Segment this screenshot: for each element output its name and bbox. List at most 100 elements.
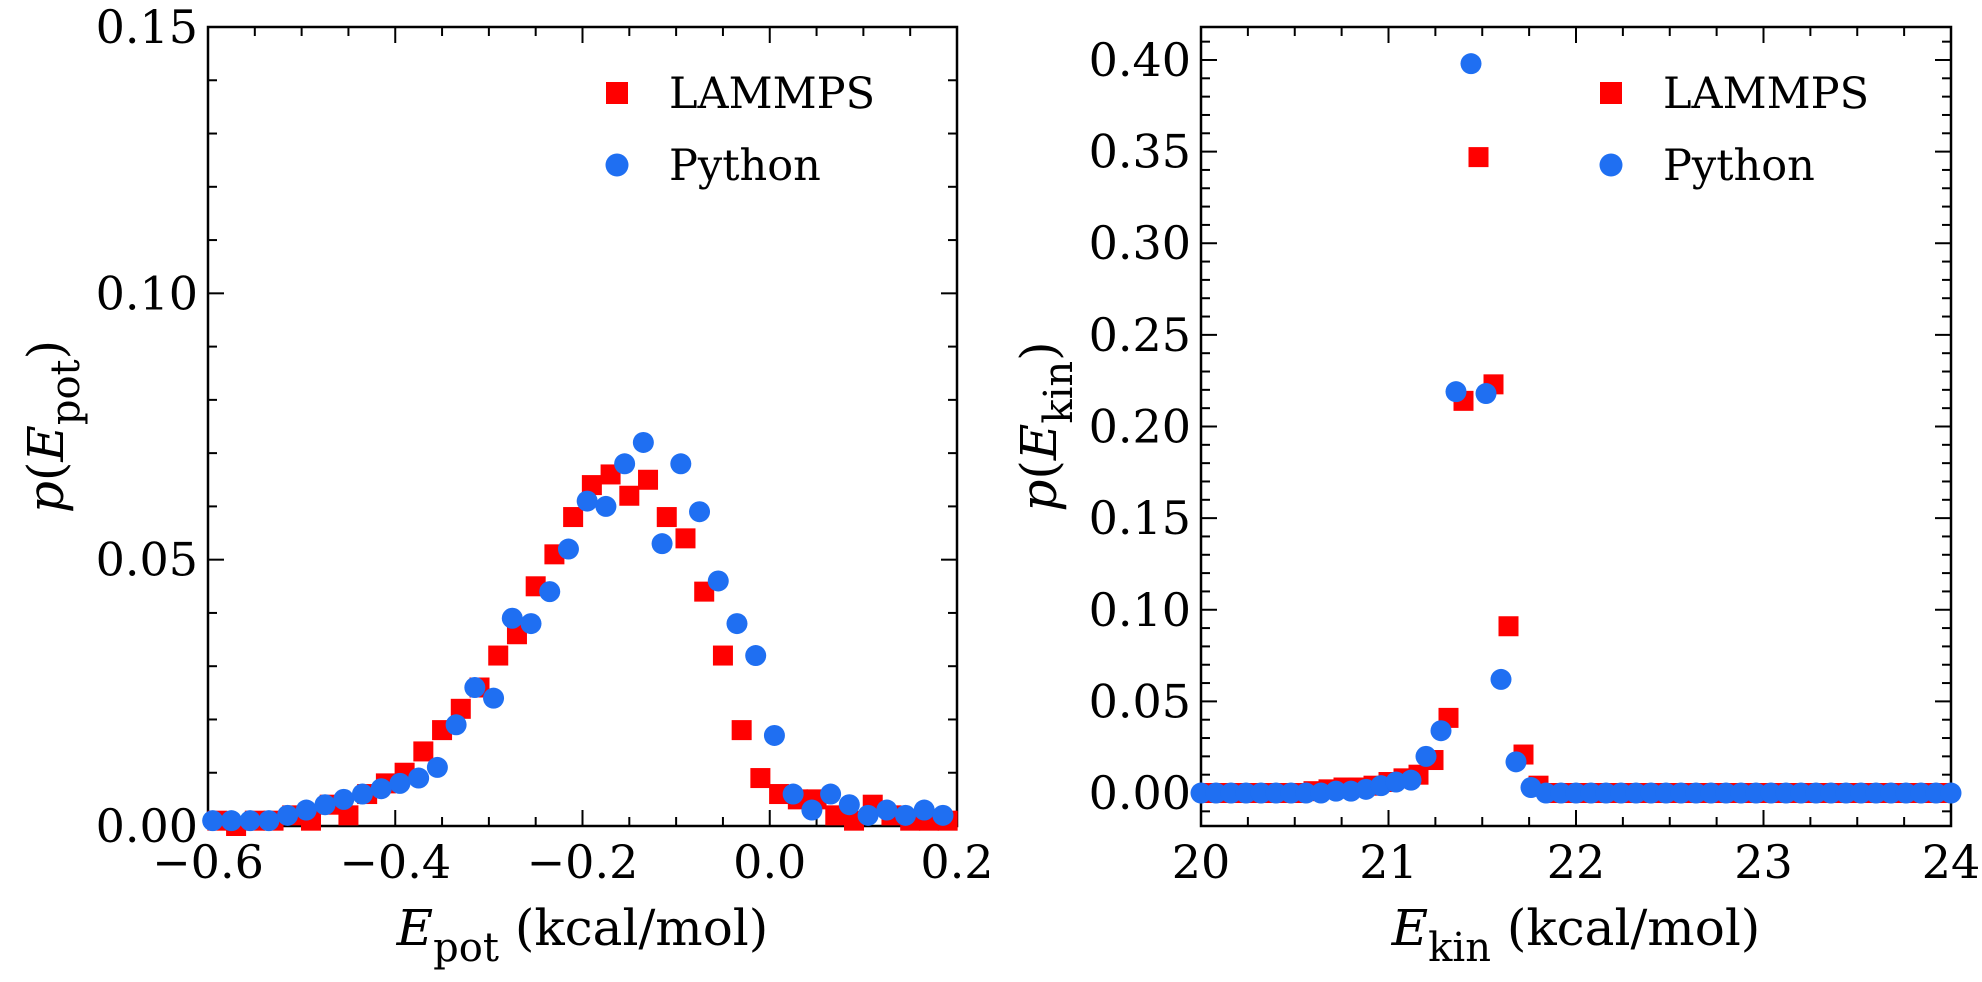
data-point-circle bbox=[408, 767, 430, 789]
y-axis-title: p(Ekin) bbox=[1010, 341, 1082, 511]
data-point-circle bbox=[632, 431, 654, 453]
data-point-circle bbox=[1910, 782, 1932, 804]
data-point-circle bbox=[745, 645, 767, 667]
data-point-square bbox=[694, 581, 715, 602]
data-point-square bbox=[750, 768, 771, 789]
data-point-circle bbox=[1925, 782, 1947, 804]
data-point-circle bbox=[333, 788, 355, 810]
data-point-circle bbox=[1670, 782, 1692, 804]
data-point-circle bbox=[1505, 751, 1527, 773]
plot-frame bbox=[1199, 25, 1953, 828]
data-point-circle bbox=[895, 804, 917, 826]
data-point-square bbox=[712, 645, 733, 666]
x-tick-label: 20 bbox=[1172, 835, 1231, 889]
series-lammps bbox=[1198, 147, 1954, 804]
data-point-circle bbox=[595, 495, 617, 517]
data-point-circle bbox=[1760, 782, 1782, 804]
chart-epot: 0.00 0.05 0.10 0.15 −0.6 −0.4 −0.2 0.0 0.2 LAMMPS… bbox=[17, 0, 994, 971]
y-axis-title: p(Epot) bbox=[17, 340, 89, 513]
x-tick-label: 21 bbox=[1359, 835, 1418, 889]
y-tick-label: 0.15 bbox=[96, 0, 198, 54]
data-point-square bbox=[675, 528, 696, 549]
data-point-circle bbox=[295, 799, 317, 821]
y-tick-label: 0.25 bbox=[1089, 308, 1191, 362]
data-point-circle bbox=[520, 613, 542, 635]
data-point-circle bbox=[370, 778, 392, 800]
data-point-circle bbox=[1805, 782, 1827, 804]
data-point-square bbox=[619, 485, 640, 506]
data-point-circle bbox=[1430, 720, 1452, 742]
data-point-square bbox=[563, 507, 584, 528]
y-tick-label: 0.05 bbox=[96, 533, 198, 587]
data-point-circle bbox=[202, 810, 224, 832]
data-point-circle bbox=[1325, 780, 1347, 802]
data-point-circle bbox=[483, 687, 505, 709]
data-point-circle bbox=[1235, 782, 1257, 804]
series-lammps bbox=[207, 464, 958, 836]
data-point-circle bbox=[1610, 782, 1632, 804]
legend-label: LAMMPS bbox=[1663, 69, 1869, 119]
data-point-circle bbox=[1700, 782, 1722, 804]
x-axis-title: Epot (kcal/mol) bbox=[396, 899, 769, 971]
data-point-circle bbox=[539, 581, 561, 603]
legend-marker-square bbox=[606, 82, 628, 104]
data-point-circle bbox=[1685, 782, 1707, 804]
data-point-circle bbox=[1190, 782, 1212, 804]
data-point-circle bbox=[932, 804, 954, 826]
data-point-circle bbox=[1775, 782, 1797, 804]
legend-label: Python bbox=[669, 141, 821, 191]
data-point-circle bbox=[239, 810, 261, 832]
legend: LAMMPS Python bbox=[1599, 69, 1869, 191]
data-point-circle bbox=[1880, 782, 1902, 804]
data-point-square bbox=[1498, 616, 1519, 637]
plot-frame bbox=[206, 25, 959, 828]
x-tick-label: 24 bbox=[1922, 835, 1981, 889]
data-point-circle bbox=[1295, 782, 1317, 804]
data-point-square bbox=[825, 805, 846, 826]
data-point-circle bbox=[1940, 782, 1962, 804]
series-python bbox=[202, 431, 954, 832]
data-point-square bbox=[488, 645, 509, 666]
data-point-square bbox=[450, 698, 471, 719]
x-tick-label: −0.4 bbox=[339, 835, 451, 889]
data-point-circle bbox=[576, 490, 598, 512]
y-tick-label: 0.05 bbox=[1089, 674, 1191, 728]
data-point-circle bbox=[389, 772, 411, 794]
data-point-circle bbox=[445, 714, 467, 736]
data-point-circle bbox=[1460, 53, 1482, 75]
data-point-circle bbox=[1445, 381, 1467, 403]
data-point-square bbox=[656, 507, 677, 528]
data-point-circle bbox=[1400, 769, 1422, 791]
y-tick-label: 0.00 bbox=[1089, 766, 1191, 820]
data-point-circle bbox=[314, 794, 336, 816]
data-point-circle bbox=[1715, 782, 1737, 804]
x-tick-label: −0.2 bbox=[527, 835, 639, 889]
data-point-square bbox=[506, 624, 527, 645]
data-point-circle bbox=[220, 810, 242, 832]
y-tick-label: 0.10 bbox=[96, 266, 198, 320]
data-point-circle bbox=[464, 677, 486, 699]
data-point-circle bbox=[1850, 782, 1872, 804]
x-tick-label: 22 bbox=[1547, 835, 1606, 889]
y-tick-label: 0.10 bbox=[1089, 583, 1191, 637]
series-python bbox=[1190, 53, 1962, 804]
data-point-circle bbox=[614, 453, 636, 475]
x-tick-label: 23 bbox=[1734, 835, 1793, 889]
data-point-circle bbox=[1865, 782, 1887, 804]
legend: LAMMPS Python bbox=[605, 69, 875, 191]
data-point-circle bbox=[557, 538, 579, 560]
data-point-circle bbox=[857, 804, 879, 826]
data-point-circle bbox=[1835, 782, 1857, 804]
data-point-circle bbox=[1625, 782, 1647, 804]
data-point-square bbox=[731, 720, 752, 741]
data-point-circle bbox=[1535, 782, 1557, 804]
data-point-circle bbox=[1205, 782, 1227, 804]
data-point-circle bbox=[1415, 745, 1437, 767]
data-point-circle bbox=[707, 570, 729, 592]
data-point-circle bbox=[689, 501, 711, 523]
data-point-circle bbox=[1490, 668, 1512, 690]
data-point-circle bbox=[501, 607, 523, 629]
data-point-circle bbox=[1745, 782, 1767, 804]
y-tick-label: 0.30 bbox=[1089, 216, 1191, 270]
